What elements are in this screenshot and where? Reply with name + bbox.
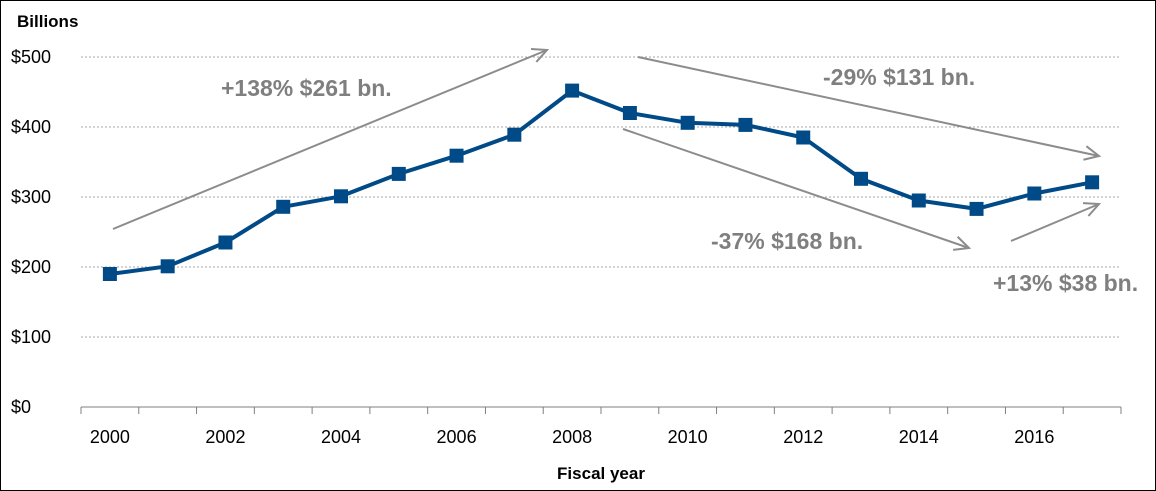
annotation-label: +138% $261 bn.: [221, 75, 392, 101]
data-point-marker: [680, 115, 695, 130]
data-point-marker: [969, 201, 984, 216]
annotation-arrow-shaft: [622, 128, 970, 249]
annotation-arrow-head: [1083, 145, 1102, 161]
data-point-marker: [1085, 175, 1100, 190]
x-tick-label: 2012: [783, 427, 823, 447]
data-point-marker: [622, 106, 637, 120]
axes: [80, 406, 1122, 414]
annotation-label: -37% $168 bn.: [711, 228, 863, 254]
data-point-marker: [276, 199, 291, 214]
x-tick-label: 2010: [668, 427, 708, 447]
data-point-marker: [334, 189, 348, 204]
y-tick-label: $500: [11, 47, 51, 67]
series-line-path: [109, 88, 1093, 276]
annotation-arrow-shaft: [112, 49, 548, 230]
annotation-arrow-head: [952, 236, 972, 251]
gridlines: [81, 56, 1121, 338]
y-tick-label: $200: [11, 257, 51, 277]
data-point-marker: [102, 267, 117, 281]
annotation-arrow-head: [1082, 202, 1102, 217]
series-line: [109, 88, 1093, 276]
y-tick-label: $0: [11, 397, 31, 417]
x-tick-label: 2006: [437, 427, 477, 447]
annotation-arrow-head: [530, 48, 550, 63]
data-point-marker: [565, 83, 580, 98]
x-tick-label: 2000: [90, 427, 130, 447]
annotation-arrows: [112, 48, 1102, 251]
x-tick-label: 2002: [205, 427, 245, 447]
data-point-marker: [1027, 186, 1042, 201]
data-point-marker: [854, 171, 868, 186]
annotation-label: -29% $131 bn.: [823, 64, 975, 90]
data-point-marker: [911, 193, 926, 208]
data-point-marker: [160, 259, 175, 274]
x-tick-label: 2004: [321, 427, 361, 447]
data-point-marker: [796, 130, 811, 145]
y-tick-label: $300: [11, 187, 51, 207]
data-point-marker: [391, 166, 406, 181]
data-point-marker: [738, 117, 753, 132]
x-tick-label: 2016: [1014, 427, 1054, 447]
annotation-arrow-shaft: [637, 56, 1100, 157]
data-point-marker: [449, 148, 464, 163]
annotation-label: +13% $38 bn.: [993, 270, 1138, 296]
data-point-marker: [507, 127, 522, 142]
annotation-arrow-shaft: [1010, 203, 1100, 242]
x-axis-title: Fiscal year: [557, 464, 645, 483]
y-tick-label: $400: [11, 117, 51, 137]
x-tick-label: 2008: [552, 427, 592, 447]
tick-labels: $0 $100 $200 $300 $400 $500 2000 2002 2004 2006 20…: [11, 47, 1054, 447]
series-markers: [102, 83, 1100, 281]
data-point-marker: [218, 235, 233, 250]
x-tick-label: 2014: [899, 427, 939, 447]
annotation-labels: +138% $261 bn. -29% $131 bn. -37% $168 bn.…: [221, 64, 1138, 296]
y-axis-unit-label: Billions: [17, 12, 78, 31]
y-tick-label: $100: [11, 327, 51, 347]
